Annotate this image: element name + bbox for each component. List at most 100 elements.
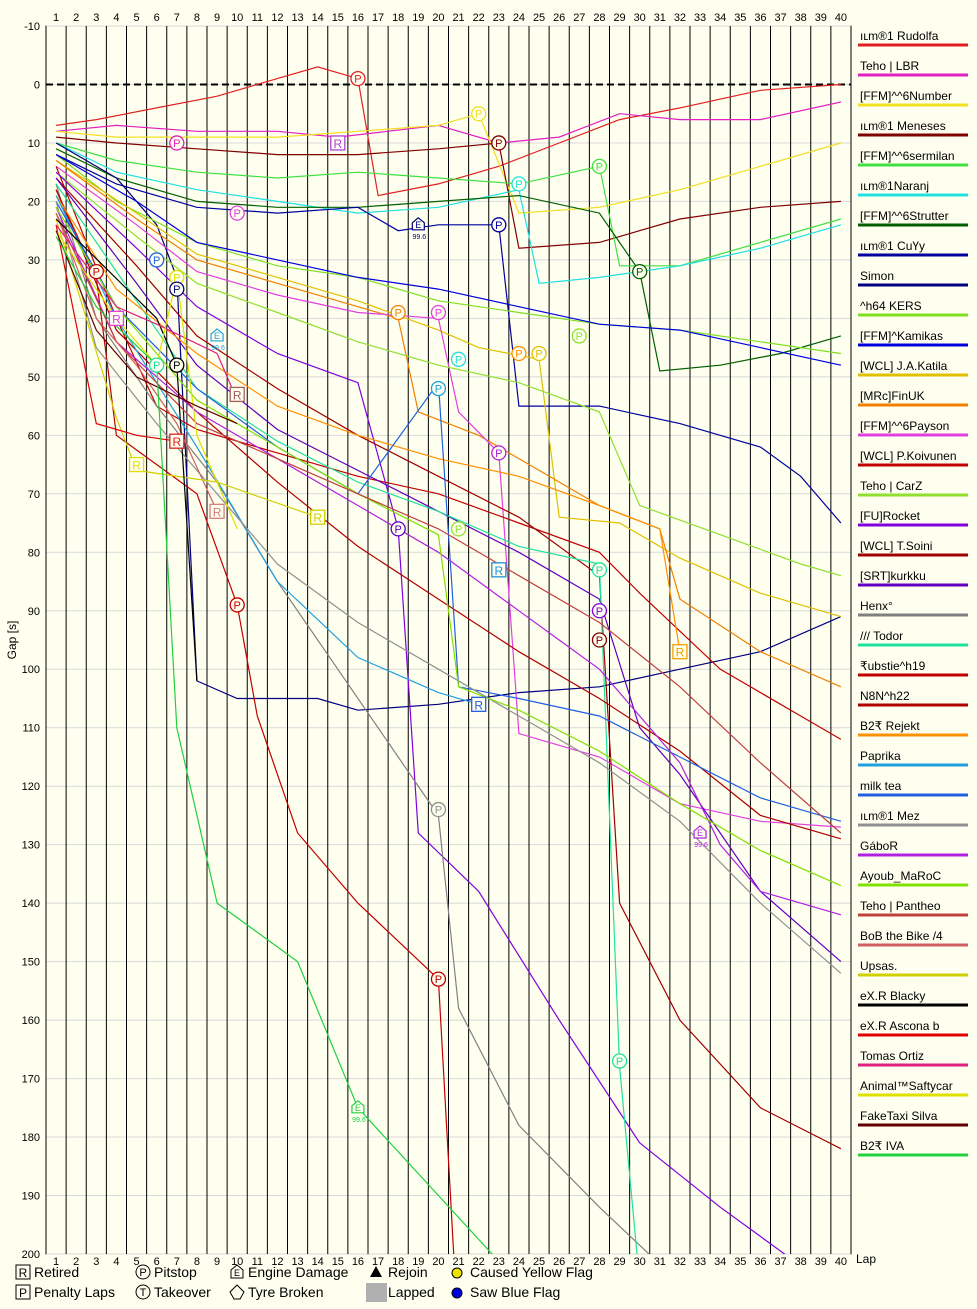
pitstop-marker-circle [531,345,547,362]
pitstop-marker-circle [511,176,527,192]
legend-item: [FFM]^Kamikas [858,329,968,347]
retired-marker-letter: R [213,505,222,519]
legend-label: [WCL] P.Koivunen [860,449,957,463]
y-tick-label: 190 [22,1191,40,1203]
x-tick-label-top: 39 [815,12,827,24]
x-tick-label-bottom: 16 [352,1256,364,1268]
marker-P-15: P [571,328,587,344]
yellow-dot-icon [451,1267,463,1279]
marker-P-1: P [471,106,487,122]
legend-item: B2₹ Rejekt [858,719,968,737]
y-tick-label: 30 [28,255,40,267]
legend-item: [FFM]^^6Number [858,89,968,107]
retired-marker-letter: R [233,388,242,402]
marker-P-19: P [149,357,165,373]
x-tick-label-bottom: 30 [634,1256,646,1268]
legend-item: Teho | LBR [858,59,968,77]
x-tick-label-top: 16 [352,12,364,24]
series-line-17 [55,177,842,1150]
pitstop-marker-letter: P [596,635,603,647]
series-line-34 [55,224,238,401]
legend-label: Teho | Pantheo [860,899,941,913]
engine-damage-marker [693,825,707,839]
key-label: Pitstop [154,1264,197,1280]
marker-P-0: P [350,70,366,87]
pitstop-marker-circle [390,304,406,321]
legend-item: Teho | CarZ [858,479,968,497]
key-item-P: P Pitstop [135,1264,197,1280]
axes: -100102030405060708090100110120130140150… [5,12,876,1268]
legend: ıʟm®1 Rudolfa Teho | LBR [FFM]^^6Number ıʟm… [858,29,968,1157]
symbol-key: R Retired P Pitstop E Engine Damage Rejoin Caus… [15,1264,593,1302]
x-tick-label-bottom: 11 [252,1256,263,1268]
series-line-1 [56,101,842,144]
marker-R-34: R [229,386,245,403]
engine-damage-letter: E [214,331,220,341]
x-tick-label-top: 10 [231,12,243,24]
legend-item: ₹ubstie^h19 [858,659,968,677]
legend-item: Teho | Pantheo [858,899,968,917]
legend-item: ^h64 KERS [858,299,968,317]
x-tick-label-top: 1 [53,12,59,24]
pitstop-marker-letter: P [435,308,442,320]
y-tick-label: 150 [22,957,40,969]
retired-marker-letter: R [474,698,483,712]
x-tick-label-top: 2 [73,12,79,24]
x-tick-label-top: 17 [372,12,384,24]
x-tick-label-bottom: 34 [714,1256,726,1268]
retired-marker-box [229,386,245,403]
key-item-grey-box: Lapped [366,1283,435,1302]
pitstop-marker-letter: P [153,255,160,267]
series-line-9 [55,154,841,355]
x-tick-label-bottom: 25 [533,1256,545,1268]
marker-P-13: P [390,304,406,321]
legend-item: [FFM]^^6sermilan [858,149,968,167]
x-tick-label-bottom: 1 [53,1256,59,1268]
key-item-E: E Engine Damage [230,1264,349,1280]
x-tick-label-bottom: 18 [392,1256,404,1268]
tyre-broken-icon [229,1284,245,1300]
pitstop-marker-circle [169,135,185,151]
legend-label: eX.R Blacky [860,989,925,1003]
legend-item: [WCL] P.Koivunen [858,449,968,467]
pitstop-marker-letter: P [515,348,522,360]
legend-item: [MRc]FinUK [858,389,968,407]
pitstop-marker-circle [450,351,467,367]
y-tick-label: 0 [34,79,40,91]
y-tick-label: 120 [22,781,40,793]
x-tick-label-bottom: 38 [795,1256,807,1268]
marker-E-43: E 99.6 [210,328,225,352]
rejoin-triangle-icon [370,1266,382,1277]
pitstop-marker-circle [611,1053,628,1069]
y-tick-label: 70 [28,489,40,501]
pitstop-marker-letter: P [495,448,502,460]
series-line-0 [56,66,841,197]
x-tick-label-top: 11 [252,12,263,24]
pitstop-marker-circle [591,632,608,648]
pitstop-marker-letter: P [596,161,603,173]
series-line-12 [55,160,842,688]
x-tick-label-top: 22 [473,12,485,24]
x-tick-label-bottom: 3 [93,1256,99,1268]
legend-label: [MRc]FinUK [860,389,925,403]
x-tick-label-top: 38 [795,12,807,24]
pitstop-marker-letter: P [535,348,542,360]
series-line-6 [55,148,842,372]
x-tick-label-bottom: 15 [332,1256,344,1268]
x-tick-label-top: 7 [174,12,180,24]
pitstop-marker-circle [149,357,165,373]
pitstop-marker-circle [88,263,104,280]
x-tick-label-bottom: 27 [573,1256,585,1268]
x-tick-label-top: 27 [573,12,585,24]
x-tick-label-bottom: 35 [734,1256,746,1268]
key-circle-icon [135,1284,151,1300]
legend-item: [FFM]^^6Strutter [858,209,968,227]
pitstop-marker-circle [591,562,608,578]
pitstop-marker-letter: P [395,308,402,320]
key-item-yellow-dot: Caused Yellow Flag [451,1264,593,1280]
legend-item: Simon [858,269,968,287]
legend-label: milk tea [860,779,902,793]
y-tick-label: 200 [22,1249,40,1261]
key-item-R: R Retired [15,1264,79,1280]
